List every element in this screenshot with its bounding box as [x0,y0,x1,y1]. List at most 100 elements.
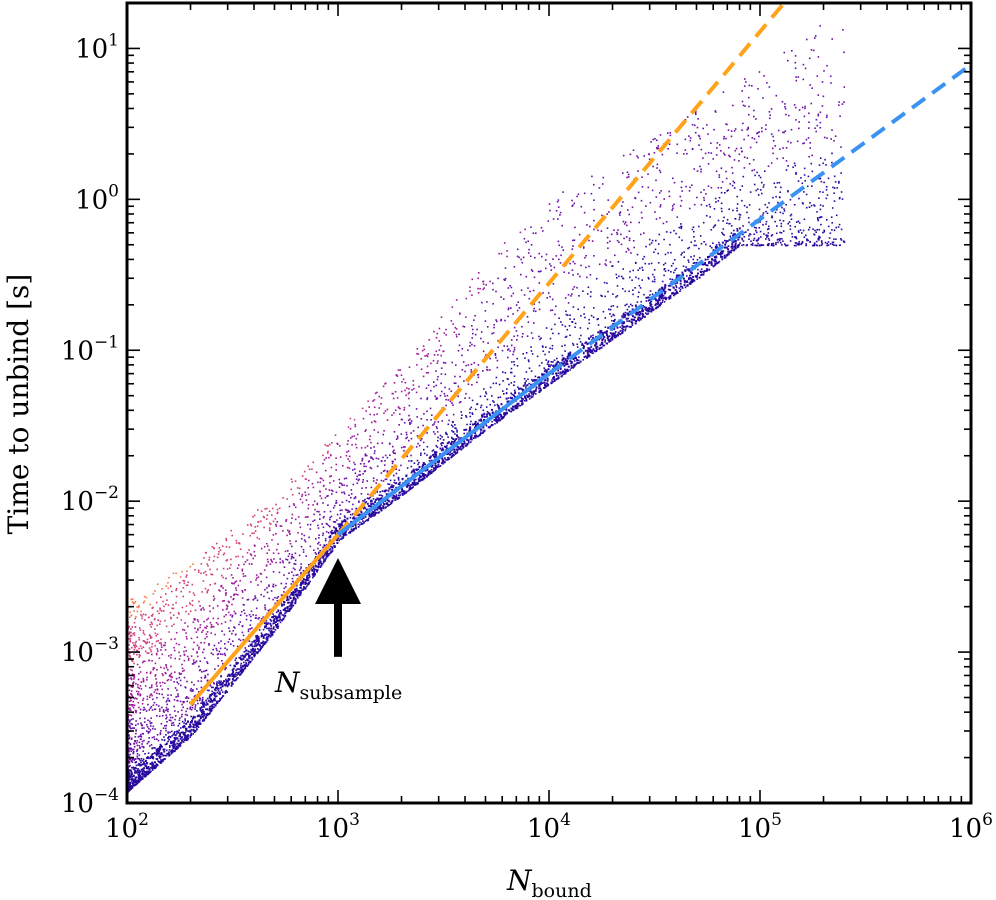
scatter-point [663,198,665,200]
scatter-point [347,450,350,452]
scatter-point [269,636,272,638]
scatter-point [331,493,333,495]
scatter-point [140,768,143,771]
scatter-point [622,328,625,331]
scatter-point [527,378,529,381]
scatter-point [517,386,519,388]
scatter-point [747,127,749,130]
scatter-point [143,721,146,723]
scatter-point [180,590,182,593]
scatter-point [742,104,745,107]
scatter-point [292,557,295,559]
scatter-point [290,605,292,608]
scatter-point [756,188,759,190]
scatter-point [600,343,603,346]
scatter-point [268,585,270,588]
scatter-point [403,406,406,409]
scatter-point [147,719,149,722]
scatter-point [149,637,152,639]
scatter-point [441,420,443,422]
scatter-point [572,274,574,276]
scatter-point [143,600,146,602]
scatter-point [157,619,159,621]
scatter-point [792,166,794,169]
scatter-point [161,693,163,696]
scatter-point [313,513,315,516]
scatter-point [545,346,547,348]
scatter-point [721,210,723,213]
scatter-point [220,697,222,700]
scatter-point [166,599,168,601]
scatter-point [324,552,327,554]
scatter-point [694,111,697,114]
scatter-point [748,233,751,235]
scatter-point [573,366,575,368]
scatter-point [206,697,209,700]
scatter-point [591,240,594,242]
scatter-point [297,597,299,599]
scatter-point [314,551,317,554]
scatter-point [445,433,447,435]
scatter-point [132,781,134,784]
scatter-point [349,427,352,430]
scatter-point [831,152,833,155]
scatter-point [577,308,579,311]
scatter-point [175,642,178,645]
scatter-point [390,501,392,504]
scatter-point [139,778,141,781]
scatter-point [225,537,227,540]
scatter-point [805,234,807,237]
scatter-point [233,582,235,585]
scatter-point [767,165,770,167]
scatter-point [163,605,165,608]
scatter-point [686,116,689,118]
scatter-point [148,634,151,636]
scatter-point [260,520,262,522]
scatter-point [380,508,382,510]
scatter-point [181,570,183,573]
scatter-point [782,147,784,149]
scatter-point [720,187,723,189]
scatter-point [168,655,170,657]
scatter-point [693,168,695,170]
scatter-point [242,575,245,578]
scatter-point [420,358,422,360]
scatter-point [748,84,751,87]
scatter-point [339,482,341,484]
scatter-point [578,233,581,236]
scatter-point [819,25,821,27]
scatter-point [426,354,428,357]
scatter-point [237,584,240,587]
scatter-point [190,687,192,690]
scatter-point [175,595,178,598]
scatter-point [335,499,338,502]
scatter-point [171,607,173,610]
scatter-point [439,438,442,440]
scatter-point [290,583,293,585]
scatter-point [798,222,801,224]
scatter-point [458,401,461,404]
scatter-point [308,577,310,579]
scatter-point [548,364,550,366]
scatter-point [753,138,756,140]
scatter-point [138,666,141,669]
scatter-point [192,592,195,594]
scatter-point [496,403,499,406]
scatter-point [732,180,735,183]
scatter-point [784,107,787,110]
scatter-point [507,349,509,351]
scatter-point [782,157,784,159]
scatter-point [136,744,139,747]
scatter-point [280,603,283,605]
scatter-point [152,698,154,701]
scatter-point [180,672,183,675]
scatter-point [607,290,609,293]
scatter-point [831,229,833,231]
scatter-point [282,530,284,532]
scatter-point [318,534,320,536]
scatter-point [168,631,170,633]
scatter-point [558,244,560,247]
scatter-point [195,660,198,662]
scatter-point [620,205,623,207]
scatter-point [750,240,752,242]
